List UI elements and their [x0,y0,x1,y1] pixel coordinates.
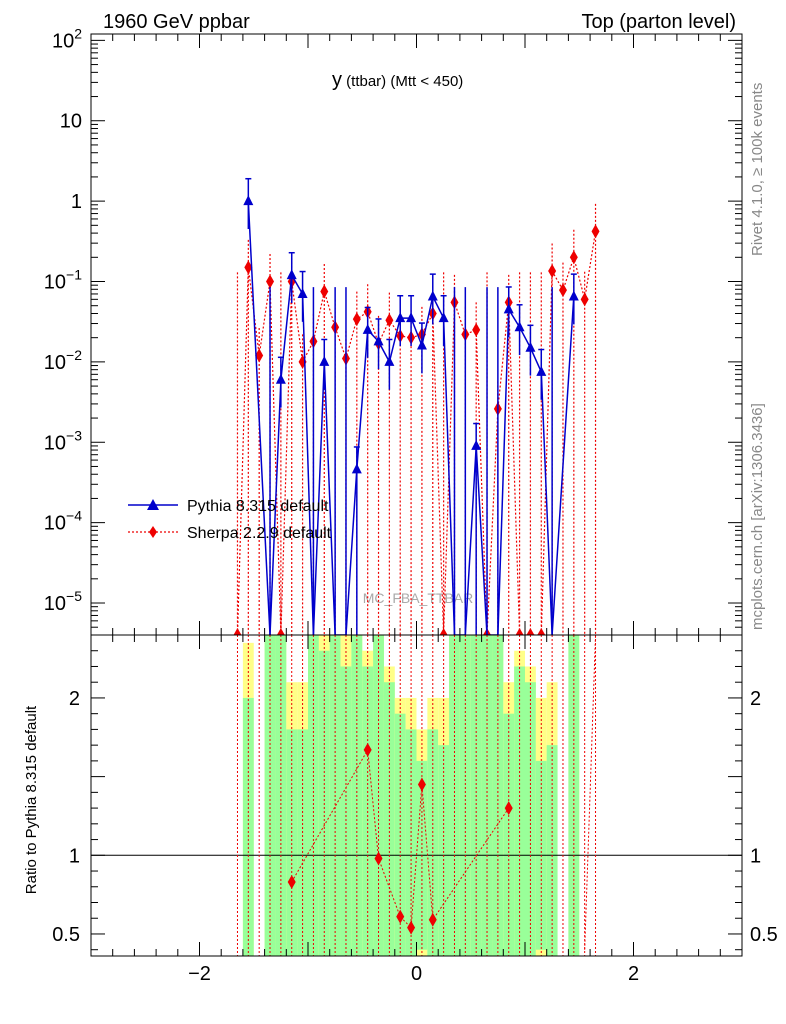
ratio-band-green [297,729,308,956]
ratio-band-green [286,729,298,956]
ratio-band-green [405,729,417,956]
pythia-point [514,321,525,332]
pythia-point [438,312,449,323]
ratio-ytick-label: 2 [69,688,80,710]
ratio-ytick-label-right: 0.5 [750,924,778,946]
pythia-point [384,355,395,366]
sherpa-ratio-point [287,875,296,890]
ratio-ytick-label-right: 1 [750,845,761,867]
plot-title: y (ttbar) (Mtt < 450) [332,69,463,91]
sherpa-point [439,628,448,635]
header-right: Top (parton level) [581,11,736,33]
ratio-band-green [242,697,254,956]
sherpa-point [591,224,600,239]
sherpa-ratio-tail [584,635,597,950]
pythia-point [243,195,254,206]
xtick-label: 2 [628,963,639,985]
pythia-point [427,290,438,301]
ratio-band-green [438,745,450,956]
legend-pythia-label: Pythia 8.315 default [187,498,329,515]
ratio-ytick-label: 0.5 [52,924,80,946]
ratio-band-green [503,713,515,956]
axes: 10−5 10−4 10−3 10−2 10−1 1 10 102 −2 0 2 0.5 0.5 1 1 2 2 [44,25,778,985]
pythia-point [395,312,406,323]
sherpa-point [233,628,242,635]
rivet-version-label: Rivet 4.1.0, ≥ 100k events [749,83,766,256]
sherpa-ratio-point [407,920,416,935]
sherpa-point [385,313,394,328]
sherpa-point [569,250,578,265]
pythia-point [362,323,373,334]
pythia-point [373,335,384,346]
main-ytick-label: 10−1 [44,267,82,294]
pythia-point [471,439,482,450]
ratio-frame [90,634,743,957]
pythia-series [243,177,579,635]
legend-sherpa-label: Sherpa 2.2.9 default [187,525,332,542]
xtick-label: −2 [188,963,211,985]
plot-title-main: y [332,69,342,91]
sherpa-ratio-point [363,742,372,757]
main-ytick-label: 102 [52,25,82,52]
pythia-point [568,290,579,301]
sherpa-point [320,284,329,299]
ratio-band-green [394,713,406,956]
pythia-line [247,201,575,635]
sherpa-point [526,628,535,635]
pythia-point [503,303,514,314]
ratio-ylabel: Ratio to Pythia 8.315 default [23,705,40,894]
pythia-point [297,287,308,298]
legend-sherpa-marker [149,526,157,538]
main-frame [90,33,743,636]
sherpa-point [515,628,524,635]
sherpa-series [233,203,600,635]
main-ytick-label: 1 [71,191,82,213]
sherpa-ratio-point [396,909,405,924]
ratio-band-green [546,745,558,956]
pythia-point [351,463,362,474]
sherpa-point [472,322,481,337]
pythia-point [525,341,536,352]
sherpa-ratio-point [428,912,437,927]
sherpa-point [352,312,361,327]
pythia-point [319,355,330,366]
sherpa-ratio-series [236,635,597,956]
sherpa-point [276,628,285,635]
sherpa-point [558,283,567,298]
sherpa-line [236,231,597,635]
sherpa-point [244,260,253,275]
pythia-point [286,269,297,280]
main-ytick-label: 10−4 [44,508,82,535]
plot-title-sub: (ttbar) (Mtt < 450) [342,73,463,90]
sherpa-point [266,274,275,289]
ratio-band-green [427,729,439,956]
sherpa-ratio-point [417,777,426,792]
watermark: MC_FBA_TTBAR [363,590,473,606]
ratio-ytick-label: 1 [69,845,80,867]
legend: Pythia 8.315 default Sherpa 2.2.9 defaul… [128,498,332,542]
sherpa-point [537,628,546,635]
sherpa-point [255,348,264,363]
main-ytick-label: 10 [60,111,82,133]
legend-pythia-marker [147,499,159,510]
pythia-point [275,373,286,384]
pythia-point [406,312,417,323]
main-ytick-label: 10−3 [44,427,82,454]
main-ytick-label: 10−2 [44,347,82,374]
header-left: 1960 GeV ppbar [103,11,250,33]
main-ytick-label: 10−5 [44,588,82,615]
sherpa-ratio-point [504,801,513,816]
sherpa-point [548,264,557,279]
pythia-point [416,339,427,350]
ratio-ytick-label-right: 2 [750,688,761,710]
sherpa-ratio-point [374,851,383,866]
sherpa-point [580,292,589,307]
xtick-label: 0 [411,963,422,985]
mcplots-label: mcplots.cern.ch [arXiv:1306.3436] [749,403,766,630]
pythia-point [536,365,547,376]
